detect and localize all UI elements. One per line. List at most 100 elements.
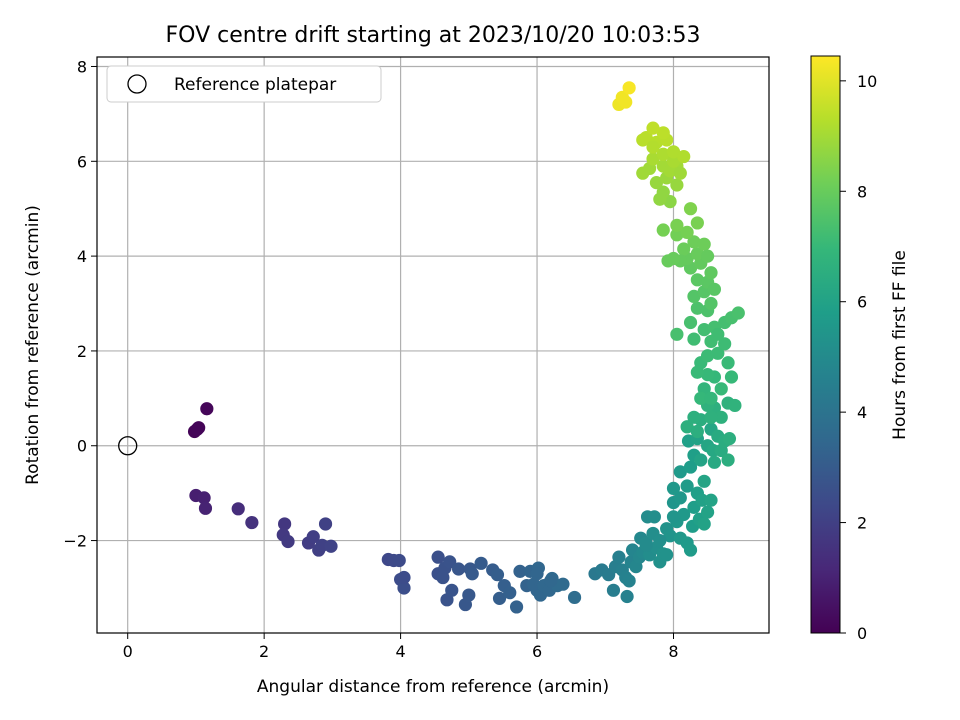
colorbar-tick-label: 2 (857, 514, 867, 533)
data-point (397, 581, 411, 595)
legend-box (106, 65, 382, 103)
data-point (673, 491, 687, 505)
data-point (445, 583, 459, 597)
data-point (392, 553, 406, 568)
colorbar-tick-label: 8 (857, 182, 867, 201)
data-point (670, 327, 684, 341)
data-point (318, 517, 333, 531)
colorbar-tick-label: 6 (857, 293, 867, 312)
data-point (677, 242, 691, 256)
data-point (697, 517, 711, 531)
data-point (690, 365, 704, 379)
data-point (530, 567, 544, 581)
data-point (431, 550, 445, 564)
data-point (700, 249, 715, 263)
data-point (690, 247, 704, 261)
data-point (711, 346, 725, 360)
data-point (700, 368, 715, 382)
legend-entry-reference: Reference platepar (174, 75, 336, 95)
data-point (653, 192, 667, 206)
colorbar-ticks: 0 2 4 6 8 10 (840, 72, 877, 643)
data-point (646, 152, 660, 166)
data-point (670, 228, 684, 242)
data-point (656, 147, 670, 161)
data-point (677, 149, 691, 164)
data-point (728, 398, 742, 413)
data-point (690, 424, 704, 439)
chart-title: FOV centre drift starting at 2023/10/20 … (166, 23, 701, 48)
data-point (704, 391, 718, 405)
data-point (556, 577, 570, 591)
data-point (687, 235, 701, 249)
colorbar-tick-label: 10 (857, 72, 877, 91)
data-point (666, 145, 681, 159)
data-point (490, 568, 505, 582)
data-point (673, 465, 687, 479)
data-point (697, 322, 711, 337)
data-point (731, 306, 745, 320)
data-point (622, 81, 636, 95)
data-point (200, 402, 214, 416)
data-point (666, 510, 681, 524)
y-tick-label: 8 (77, 57, 87, 76)
legend-reference-marker (127, 74, 147, 94)
data-point (673, 166, 687, 180)
data-point (622, 574, 636, 588)
colorbar (810, 55, 841, 634)
y-tick-label: −2 (63, 532, 87, 551)
data-point (509, 600, 524, 614)
data-point (690, 216, 704, 230)
data-point (683, 202, 698, 216)
data-point (324, 539, 338, 553)
data-point (680, 420, 694, 434)
x-tick-label: 2 (259, 642, 269, 661)
data-point (619, 95, 633, 109)
y-tick-label: 4 (77, 247, 87, 266)
data-point (663, 194, 677, 209)
data-point (714, 382, 728, 396)
data-point (639, 538, 653, 552)
colorbar-label: Hours from first FF file (890, 250, 910, 440)
data-point (721, 453, 735, 467)
data-point (724, 370, 739, 384)
data-point (666, 481, 681, 496)
data-point (690, 273, 704, 287)
data-point (663, 529, 677, 543)
scatter-points (187, 81, 745, 614)
data-point (687, 289, 701, 304)
data-point (544, 574, 558, 588)
data-point (513, 564, 527, 578)
data-point (714, 410, 728, 424)
data-point (397, 570, 411, 585)
data-point (649, 176, 664, 190)
data-point (687, 410, 701, 424)
data-point (722, 432, 737, 446)
data-point (694, 453, 708, 467)
data-point (656, 126, 670, 140)
data-point (683, 460, 698, 474)
data-point (606, 583, 621, 597)
data-point (281, 534, 295, 549)
data-point (278, 517, 292, 531)
y-tick-label: 2 (77, 342, 87, 361)
data-point (492, 591, 507, 605)
x-tick-label: 6 (532, 642, 542, 661)
data-point (690, 301, 704, 315)
data-point (612, 550, 626, 564)
data-point (666, 154, 681, 168)
x-tick-label: 8 (668, 642, 678, 661)
data-point (670, 178, 684, 192)
data-point (704, 266, 718, 280)
data-point (653, 533, 667, 548)
data-point (646, 140, 660, 154)
data-point (697, 237, 711, 251)
data-point (245, 515, 259, 530)
x-axis-label: Angular distance from reference (arcmin) (257, 677, 609, 697)
plot-frame (96, 56, 770, 634)
x-tick-label: 0 (123, 642, 133, 661)
data-point (451, 562, 466, 576)
data-point (707, 455, 722, 469)
data-point (687, 332, 701, 346)
data-point (704, 410, 718, 424)
